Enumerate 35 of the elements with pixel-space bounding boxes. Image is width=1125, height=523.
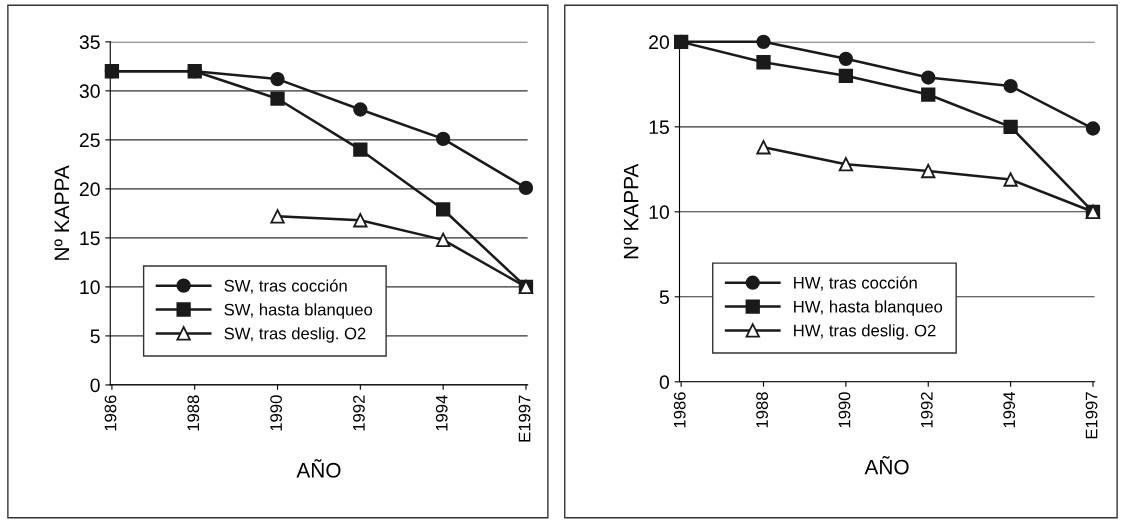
x-tick-label: 1988 (187, 395, 200, 431)
legend-label: SW, tras deslig. O2 (224, 327, 366, 343)
y-tick-label: 30 (79, 84, 100, 99)
x-tick-label: 1992 (353, 395, 365, 431)
y-tick-label: 0 (90, 378, 100, 393)
y-tick-label: 15 (80, 231, 100, 246)
legend-label: SW, hasta blanqueo (224, 303, 373, 319)
x-tick-label: 1992 (920, 392, 933, 428)
y-tick-label: 25 (79, 133, 100, 148)
legend-label: HW, tras cocción (794, 276, 917, 291)
x-tick-label: 1986 (104, 395, 117, 431)
x-tick-label: 1990 (270, 395, 283, 431)
x-tick-label: 1994 (435, 395, 448, 431)
y-tick-label: 35 (79, 35, 100, 50)
legend-label: HW, hasta blanqueo (794, 300, 943, 316)
y-tick-label: 15 (649, 120, 669, 135)
y-axis-title: Nº KAPPA (623, 163, 639, 259)
x-tick-label: 1990 (838, 392, 851, 428)
y-tick-label: 5 (659, 290, 669, 305)
y-tick-label: 10 (649, 205, 670, 220)
x-tick-label: 1994 (1003, 392, 1016, 428)
y-tick-label: 20 (649, 35, 670, 50)
legend-label: HW, tras deslig. O2 (794, 324, 936, 340)
y-tick-label: 0 (659, 375, 670, 390)
y-tick-label: 10 (80, 280, 100, 295)
y-tick-label: 20 (79, 182, 100, 197)
x-tick-label: E1997 (1085, 392, 1098, 439)
x-tick-label: 1988 (756, 392, 768, 428)
y-tick-label: 5 (90, 329, 100, 344)
legend-label: SW, tras cocción (224, 279, 347, 294)
x-tick-label: E1997 (518, 395, 531, 442)
x-tick-label: 1986 (673, 392, 686, 428)
x-axis-title: AÑO (864, 455, 909, 475)
y-axis-title: Nº KAPPA (54, 165, 70, 260)
x-axis-title: AÑO (296, 459, 341, 478)
